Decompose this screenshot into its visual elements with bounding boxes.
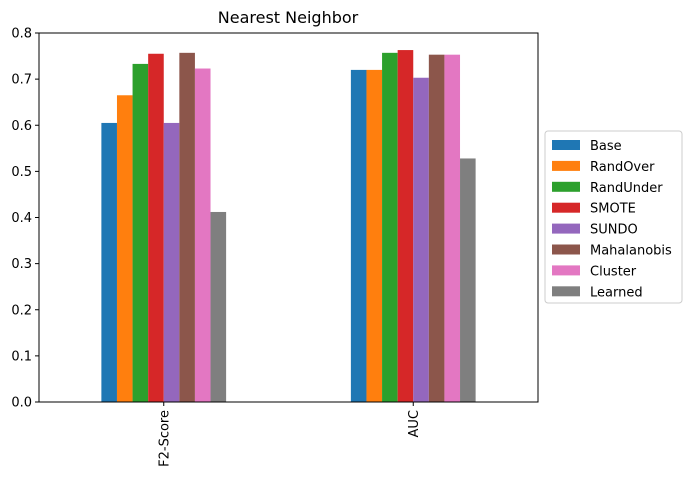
y-tick-label: 0.3 [11,257,32,272]
legend-label-base: Base [590,139,622,154]
bar-smote-f2-score [148,53,164,402]
legend-label-learned: Learned [590,285,643,300]
y-tick-label: 0.5 [11,165,32,180]
y-tick-label: 0.1 [11,349,32,364]
legend-swatch-smote [552,202,580,213]
legend-label-cluster: Cluster [590,264,637,279]
legend-label-randover: RandOver [590,160,655,175]
y-tick-label: 0.0 [11,396,32,411]
bar-base-f2-score [101,122,117,402]
y-tick-label: 0.4 [11,211,32,226]
legend-swatch-learned [552,286,580,297]
bar-sundo-f2-score [163,122,180,402]
bar-learned-auc [460,158,476,402]
bar-randunder-f2-score [132,63,149,403]
bar-cluster-auc [444,54,461,403]
y-tick-label: 0.2 [11,303,32,318]
x-tick-label: AUC [407,410,422,438]
legend: Base RandOver RandUnder SMOTE SUNDO Mahalanob… [544,130,683,304]
legend-label-smote: SMOTE [590,202,636,217]
legend-swatch-mahalanobis [552,244,580,255]
legend-swatch-sundo [552,223,580,234]
bar-mahalanobis-auc [428,54,445,403]
legend-frame [544,130,683,304]
legend-swatch-base [552,140,580,150]
y-tick-label: 0.7 [11,73,32,88]
bar-sundo-auc [413,77,429,403]
bar-learned-f2-score [210,211,227,402]
x-tick-label: F2-Score [157,410,172,467]
y-tick-label: 0.6 [11,119,32,134]
bar-randunder-auc [382,52,398,402]
legend-swatch-randunder [552,181,580,192]
legend-label-mahalanobis: Mahalanobis [590,244,672,259]
bars-layer [101,50,476,403]
chart-title: Nearest Neighbor [218,8,359,27]
bar-randover-f2-score [116,95,133,403]
legend-swatch-randover [552,160,580,171]
bar-base-auc [350,69,367,403]
bar-mahalanobis-f2-score [179,52,195,402]
legend-swatch-cluster [552,265,580,276]
bar-cluster-f2-score [194,68,211,403]
bar-smote-auc [397,50,414,402]
bar-randover-auc [366,69,383,403]
legend-label-sundo: SUNDO [590,223,638,238]
y-tick-label: 0.8 [11,27,32,42]
axes-layer: 0.0 0.1 0.2 0.3 0.4 0.5 0.6 0.7 0.8 F2-Score AUC [11,27,539,467]
legend-label-randunder: RandUnder [590,181,663,196]
